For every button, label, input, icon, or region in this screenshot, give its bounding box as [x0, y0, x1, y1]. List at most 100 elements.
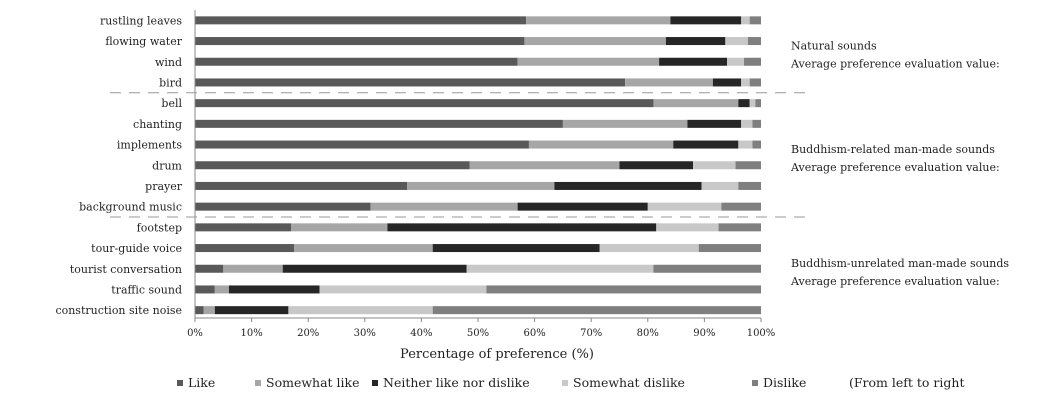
bar-segment: [195, 99, 654, 108]
category-label: construction site noise: [55, 304, 182, 317]
group-separators: [110, 92, 808, 218]
bar-segment: [725, 37, 748, 46]
category-label: bird: [159, 76, 182, 89]
x-tick-label: 70%: [580, 328, 602, 339]
bar-segment: [469, 161, 620, 170]
x-axis-title: Percentage of preference (%): [400, 347, 594, 362]
bar-segment: [195, 37, 525, 46]
legend-label: Neither like nor dislike: [383, 375, 530, 390]
category-label: bell: [161, 97, 182, 110]
bar-segment: [749, 78, 761, 87]
bar-segment: [749, 16, 761, 25]
bar-segment: [195, 202, 371, 211]
bar-segment: [653, 264, 761, 273]
bar-segment: [228, 285, 320, 294]
category-label: tourist conversation: [70, 263, 182, 276]
legend-label: Somewhat dislike: [573, 375, 685, 390]
category-label: rustling leaves: [100, 14, 182, 27]
bar-segment: [203, 306, 215, 315]
group-name: Natural sounds: [791, 39, 877, 52]
bar-segment: [741, 119, 753, 128]
legend-label: Dislike: [763, 375, 806, 390]
category-label: wind: [155, 56, 182, 69]
bar-segment: [752, 140, 761, 149]
bar-segment: [370, 202, 518, 211]
bar-segment: [727, 57, 745, 66]
bar-segment: [752, 119, 761, 128]
x-tick-label: 50%: [467, 328, 489, 339]
bar-segment: [195, 140, 529, 149]
bar-segment: [599, 244, 699, 253]
bar-segment: [214, 285, 229, 294]
bar-segment: [693, 161, 736, 170]
bar-segment: [670, 16, 742, 25]
bar-segment: [687, 119, 742, 128]
category-label: traffic sound: [111, 283, 182, 296]
legend-swatch: [562, 380, 568, 386]
group-subtitle: Average preference evaluation value:: [790, 275, 1000, 288]
bar-segment: [223, 264, 283, 273]
bar-segment: [195, 285, 215, 294]
category-labels: rustling leaves flowing water wind bird bell…: [55, 14, 182, 317]
bar-segment: [718, 223, 761, 232]
bars-layer: [195, 16, 761, 315]
category-label: flowing water: [105, 35, 182, 48]
bar-segment: [432, 244, 600, 253]
bar-segment: [755, 99, 761, 108]
bar-segment: [195, 181, 408, 190]
bar-segment: [738, 181, 761, 190]
bar-segment: [738, 99, 750, 108]
bar-segment: [749, 99, 756, 108]
bar-segment: [195, 119, 563, 128]
bar-segment: [562, 119, 688, 128]
bar-segment: [625, 78, 713, 87]
bar-segment: [195, 244, 295, 253]
bar-segment: [741, 16, 750, 25]
group-subtitle: Average preference evaluation value:: [790, 57, 1000, 70]
x-tick-label: 80%: [637, 328, 659, 339]
category-label: background music: [79, 201, 182, 214]
bar-segment: [195, 16, 527, 25]
bar-segment: [288, 306, 433, 315]
bar-segment: [432, 306, 761, 315]
x-tick-label: 40%: [410, 328, 432, 339]
bar-segment: [526, 16, 671, 25]
x-tick-labels: 0% 10% 20% 30% 40% 50% 60% 70% 80% 90% 100%: [187, 318, 775, 339]
bar-segment: [665, 37, 726, 46]
bar-segment: [524, 37, 666, 46]
bar-segment: [387, 223, 657, 232]
bar-segment: [673, 140, 739, 149]
bar-segment: [214, 306, 289, 315]
bar-segment: [195, 223, 292, 232]
group-subtitle: Average preference evaluation value:: [790, 161, 1000, 174]
x-tick-label: 60%: [523, 328, 545, 339]
bar-segment: [195, 57, 518, 66]
x-tick-label: 30%: [354, 328, 376, 339]
bar-segment: [619, 161, 694, 170]
x-tick-label: 20%: [297, 328, 319, 339]
bar-segment: [517, 202, 648, 211]
category-label: prayer: [145, 180, 183, 193]
bar-segment: [291, 223, 388, 232]
group-name: Buddhism-unrelated man-made sounds: [791, 257, 1009, 270]
bar-segment: [701, 181, 739, 190]
bar-segment: [741, 78, 750, 87]
bar-segment: [517, 57, 660, 66]
bar-segment: [721, 202, 761, 211]
legend-swatch: [177, 380, 183, 386]
bar-segment: [282, 264, 467, 273]
category-label: footstep: [137, 221, 182, 234]
legend-swatch: [752, 380, 758, 386]
legend: Like Somewhat like Neither like nor dislik…: [177, 375, 964, 390]
x-tick-label: 90%: [693, 328, 715, 339]
bar-segment: [486, 285, 761, 294]
bar-segment: [656, 223, 719, 232]
bar-segment: [319, 285, 487, 294]
category-label: drum: [152, 159, 182, 172]
bar-segment: [195, 264, 224, 273]
legend-label: Like: [188, 375, 215, 390]
bar-segment: [735, 161, 761, 170]
bar-segment: [659, 57, 728, 66]
category-label: implements: [117, 139, 182, 152]
bar-segment: [653, 99, 739, 108]
